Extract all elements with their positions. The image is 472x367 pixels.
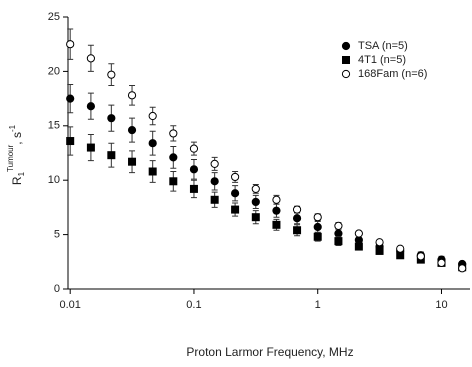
x-tick-label: 10 bbox=[435, 299, 447, 311]
marker bbox=[272, 195, 281, 204]
marker bbox=[313, 213, 322, 222]
marker bbox=[272, 206, 281, 215]
y-tick-label: 15 bbox=[48, 120, 60, 132]
marker bbox=[437, 258, 446, 267]
marker bbox=[127, 91, 137, 100]
legend-label: 4T1 (n=5) bbox=[358, 54, 406, 66]
marker bbox=[189, 144, 199, 153]
marker bbox=[354, 242, 363, 251]
marker bbox=[334, 221, 343, 230]
marker bbox=[396, 244, 405, 253]
marker bbox=[334, 229, 343, 238]
marker bbox=[127, 126, 137, 135]
marker bbox=[86, 102, 96, 111]
marker bbox=[375, 246, 384, 255]
marker bbox=[458, 264, 467, 273]
marker bbox=[107, 151, 116, 160]
marker bbox=[313, 222, 322, 232]
marker bbox=[86, 54, 96, 63]
marker bbox=[272, 220, 281, 229]
marker bbox=[189, 165, 199, 174]
legend-label: 168Fam (n=6) bbox=[358, 68, 427, 80]
y-tick-label: 5 bbox=[54, 229, 60, 241]
x-axis-label: Proton Larmor Frequency, MHz bbox=[186, 345, 353, 359]
legend-marker bbox=[341, 69, 351, 79]
marker bbox=[292, 214, 302, 223]
marker bbox=[210, 159, 219, 168]
x-tick-label: 0.01 bbox=[59, 299, 80, 311]
y-tick-label: 0 bbox=[54, 283, 60, 295]
marker bbox=[251, 184, 260, 194]
marker bbox=[210, 177, 219, 186]
legend-marker bbox=[342, 56, 350, 64]
marker bbox=[107, 70, 116, 79]
marker bbox=[66, 40, 75, 49]
marker bbox=[86, 143, 95, 152]
axis-frame bbox=[67, 17, 470, 290]
marker bbox=[230, 172, 240, 182]
marker bbox=[210, 195, 219, 204]
marker bbox=[189, 184, 198, 193]
y-tick-label: 25 bbox=[48, 11, 60, 23]
y-axis-label: R1Tumour, s-1 bbox=[6, 124, 26, 185]
marker bbox=[313, 232, 322, 241]
marker bbox=[169, 153, 178, 162]
marker bbox=[148, 139, 157, 148]
marker bbox=[169, 177, 178, 186]
marker bbox=[375, 238, 384, 247]
x-tick-label: 1 bbox=[315, 299, 321, 311]
x-tick-label: 0.1 bbox=[186, 299, 201, 311]
marker bbox=[107, 114, 116, 123]
marker bbox=[416, 252, 425, 261]
marker bbox=[292, 205, 302, 214]
legend-label: TSA (n=5) bbox=[358, 40, 408, 52]
marker bbox=[293, 226, 302, 235]
y-tick-label: 10 bbox=[48, 174, 60, 186]
y-tick-label: 20 bbox=[48, 65, 60, 77]
legend-marker bbox=[341, 41, 351, 51]
marker bbox=[230, 189, 240, 198]
marker bbox=[66, 94, 75, 103]
marker bbox=[334, 237, 343, 246]
marker bbox=[251, 197, 260, 207]
marker bbox=[231, 205, 240, 214]
marker bbox=[354, 229, 363, 238]
marker bbox=[128, 157, 137, 166]
marker bbox=[169, 129, 178, 138]
marker bbox=[148, 167, 157, 176]
marker bbox=[251, 213, 260, 222]
marker bbox=[148, 111, 157, 121]
marker bbox=[66, 137, 75, 146]
